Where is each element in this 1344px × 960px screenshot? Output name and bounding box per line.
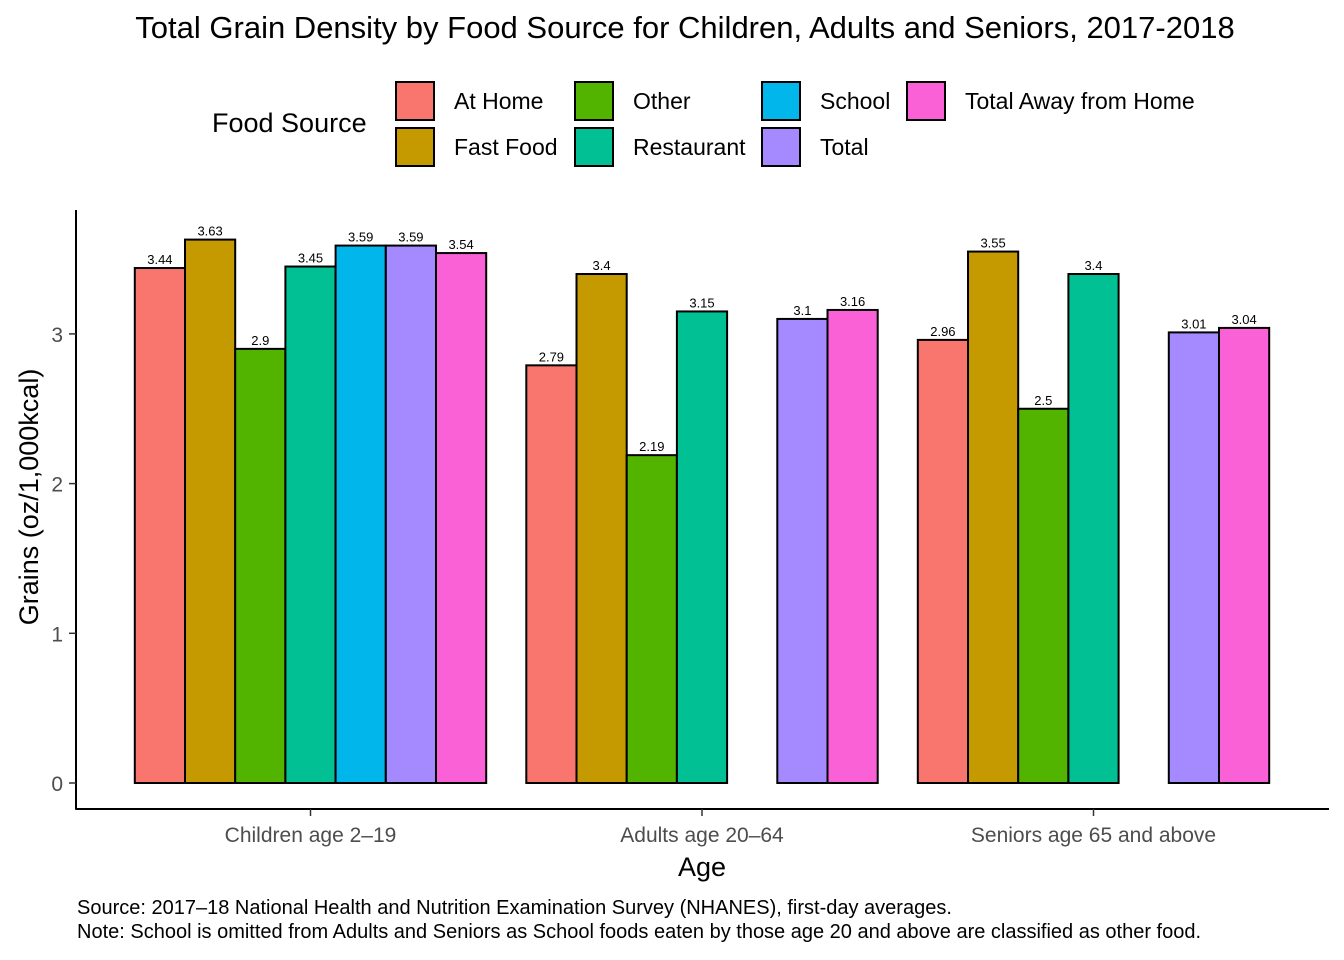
legend-item-total-away-from-home: Total Away from Home xyxy=(906,79,1195,123)
data-label: 3.4 xyxy=(593,258,611,273)
legend-swatch xyxy=(761,81,801,121)
data-label: 3.45 xyxy=(298,251,323,266)
bar-restaurant-adults-age-20-64 xyxy=(675,310,729,784)
legend-label: At Home xyxy=(454,87,544,114)
legend-label: Other xyxy=(633,87,691,114)
data-label: 3.16 xyxy=(840,294,865,309)
legend-label: Restaurant xyxy=(633,133,746,160)
legend-title: Food Source xyxy=(212,108,367,138)
bar-other-adults-age-20-64 xyxy=(625,454,678,784)
legend-item-restaurant: Restaurant xyxy=(574,125,746,169)
legend-item-other: Other xyxy=(574,79,691,123)
legend-swatch xyxy=(761,127,801,167)
legend-swatch xyxy=(574,127,614,167)
bar-total-children-age-2-19 xyxy=(384,244,437,784)
chart-title: Total Grain Density by Food Source for C… xyxy=(135,10,1235,45)
bar-other-seniors-age-65-and-above xyxy=(1017,407,1070,784)
y-tick-label: 3 xyxy=(51,324,63,347)
bar-total-away-from-home-adults-age-20-64 xyxy=(826,308,879,784)
bar-fast-food-adults-age-20-64 xyxy=(575,273,628,784)
bar-fast-food-seniors-age-65-and-above xyxy=(967,250,1020,784)
data-label: 3.01 xyxy=(1181,316,1206,331)
data-label: 3.55 xyxy=(980,236,1005,251)
legend-item-at-home: At Home xyxy=(395,79,543,123)
bar-fast-food-children-age-2-19 xyxy=(184,238,237,785)
legend-label: Total xyxy=(820,133,869,160)
source-note: Source: 2017–18 National Health and Nutr… xyxy=(77,897,952,919)
legend-label: Fast Food xyxy=(454,133,558,160)
x-axis-title: Age xyxy=(678,852,726,882)
bar-total-adults-age-20-64 xyxy=(776,317,829,784)
data-label: 2.79 xyxy=(539,349,564,364)
data-label: 2.9 xyxy=(251,333,269,348)
bar-at-home-seniors-age-65-and-above xyxy=(916,338,969,784)
data-label: 3.59 xyxy=(348,230,373,245)
x-tick-label: Seniors age 65 and above xyxy=(971,824,1216,847)
legend-swatch xyxy=(906,81,946,121)
data-label: 3.54 xyxy=(448,237,473,252)
legend-swatch xyxy=(395,127,435,167)
data-label: 3.4 xyxy=(1084,258,1102,273)
legend-item-total: Total xyxy=(761,125,869,169)
bar-restaurant-children-age-2-19 xyxy=(284,265,337,785)
bar-restaurant-seniors-age-65-and-above xyxy=(1067,273,1120,784)
data-label: 3.1 xyxy=(793,303,811,318)
data-label: 2.19 xyxy=(639,439,664,454)
y-tick-label: 1 xyxy=(51,623,63,646)
data-label: 2.96 xyxy=(930,324,955,339)
bar-total-away-from-home-children-age-2-19 xyxy=(435,252,488,784)
y-axis-title: Grains (oz/1,000kcal) xyxy=(14,369,44,626)
data-label: 3.44 xyxy=(147,252,172,267)
legend-item-school: School xyxy=(761,79,890,123)
bar-school-children-age-2-19 xyxy=(334,244,387,784)
bar-at-home-children-age-2-19 xyxy=(133,267,187,785)
data-label: 2.5 xyxy=(1034,393,1052,408)
omission-note: Note: School is omitted from Adults and … xyxy=(77,921,1202,943)
data-label: 3.59 xyxy=(398,230,423,245)
data-label: 3.15 xyxy=(689,295,714,310)
data-label: 3.04 xyxy=(1231,312,1256,327)
legend-label: School xyxy=(820,87,891,114)
x-tick-label: Adults age 20–64 xyxy=(620,824,784,847)
bar-other-children-age-2-19 xyxy=(234,347,287,784)
legend-swatch xyxy=(395,81,435,121)
legend-item-fast-food: Fast Food xyxy=(395,125,558,169)
y-tick-label: 2 xyxy=(51,474,63,497)
legend-swatch xyxy=(574,81,614,121)
bar-total-seniors-age-65-and-above xyxy=(1167,331,1221,784)
bar-total-away-from-home-seniors-age-65-and-above xyxy=(1218,326,1271,784)
x-tick-label: Children age 2–19 xyxy=(225,824,397,847)
y-tick-label: 0 xyxy=(51,773,63,796)
data-label: 3.63 xyxy=(197,224,222,239)
legend-label: Total Away from Home xyxy=(965,87,1195,114)
bar-at-home-adults-age-20-64 xyxy=(525,364,578,784)
